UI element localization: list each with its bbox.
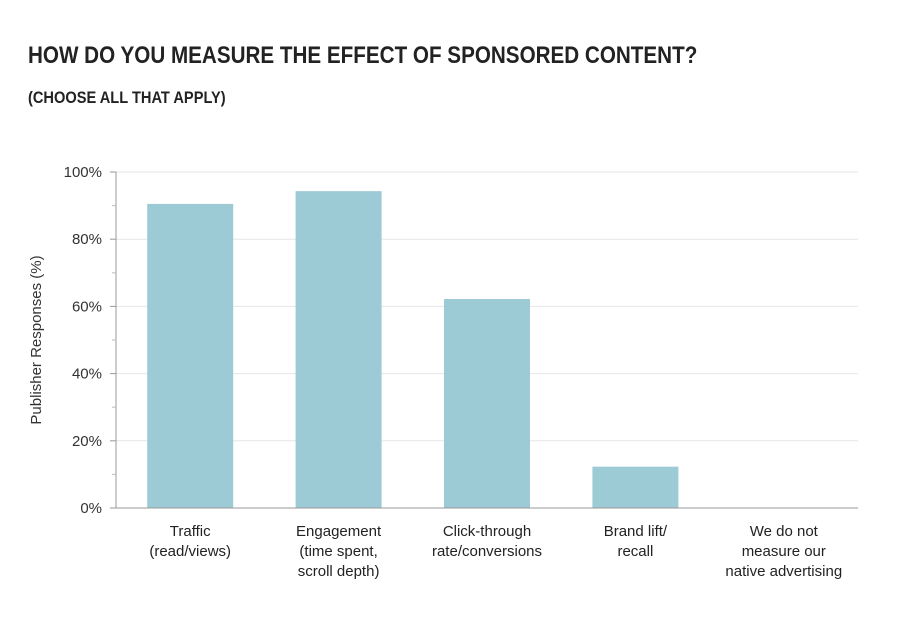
bar (444, 299, 530, 508)
chart-title: HOW DO YOU MEASURE THE EFFECT OF SPONSOR… (28, 42, 698, 69)
y-tick-label: 20% (72, 433, 102, 450)
category-labels: Traffic (read/views) Engagement (time spent… (149, 523, 842, 580)
y-axis-label: Publisher Responses (%) (28, 255, 45, 424)
category-label: Traffic (read/views) (149, 523, 231, 560)
category-label: We do not measure our native advertising (725, 523, 842, 580)
bar (295, 191, 382, 509)
chart-subtitle: (CHOOSE ALL THAT APPLY) (28, 88, 226, 107)
category-label: Engagement (time spent, scroll depth) (296, 523, 382, 580)
category-label: Click-through rate/conversions (432, 523, 542, 560)
y-tick-label: 100% (64, 164, 102, 181)
y-tick-label: 40% (72, 366, 102, 383)
bar (592, 466, 679, 508)
y-tick-label: 0% (80, 500, 102, 517)
y-tick-label: 80% (72, 231, 102, 248)
y-tick-labels: 0% 20% 40% 60% 80% 100% (64, 164, 116, 517)
y-tick-label: 60% (72, 298, 102, 315)
bars (147, 191, 679, 509)
category-label: Brand lift/recall (604, 523, 668, 560)
bar (147, 203, 234, 509)
